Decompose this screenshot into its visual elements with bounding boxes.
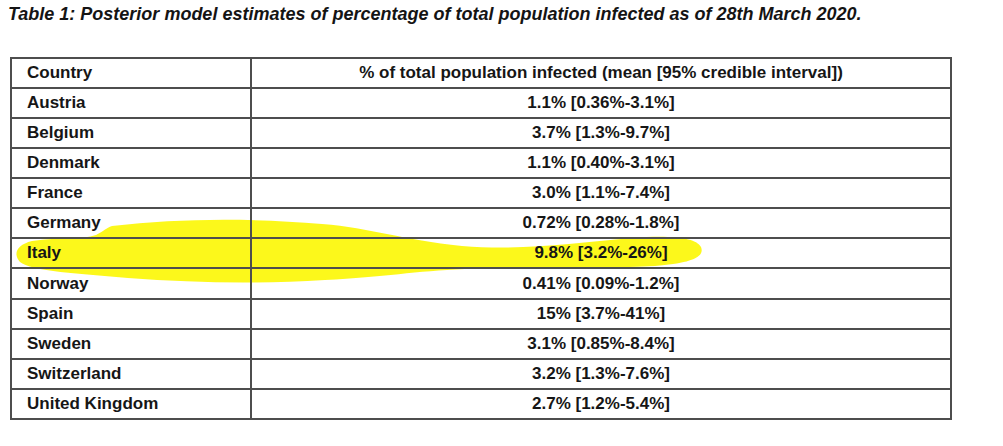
- country-cell: Germany: [11, 208, 251, 238]
- country-cell: Austria: [11, 88, 251, 118]
- table-caption: Table 1: Posterior model estimates of pe…: [8, 4, 862, 25]
- country-cell: Spain: [11, 299, 251, 329]
- country-cell: Belgium: [11, 118, 251, 148]
- value-cell: 9.8% [3.2%-26%]: [251, 238, 951, 268]
- table-row: Norway 0.41% [0.09%-1.2%]: [11, 268, 951, 298]
- header-value: % of total population infected (mean [95…: [251, 58, 951, 88]
- country-cell: United Kingdom: [11, 389, 251, 419]
- country-cell: France: [11, 178, 251, 208]
- value-cell: 1.1% [0.36%-3.1%]: [251, 88, 951, 118]
- value-cell: 3.1% [0.85%-8.4%]: [251, 329, 951, 359]
- table-row: Switzerland 3.2% [1.3%-7.6%]: [11, 359, 951, 389]
- country-cell: Denmark: [11, 148, 251, 178]
- country-cell: Norway: [11, 268, 251, 298]
- header-country: Country: [11, 58, 251, 88]
- value-cell: 3.7% [1.3%-9.7%]: [251, 118, 951, 148]
- value-cell: 2.7% [1.2%-5.4%]: [251, 389, 951, 419]
- table-row: Belgium 3.7% [1.3%-9.7%]: [11, 118, 951, 148]
- table-row: Germany 0.72% [0.28%-1.8%]: [11, 208, 951, 238]
- value-cell: 3.0% [1.1%-7.4%]: [251, 178, 951, 208]
- table-row: Spain 15% [3.7%-41%]: [11, 299, 951, 329]
- country-cell: Switzerland: [11, 359, 251, 389]
- value-cell: 1.1% [0.40%-3.1%]: [251, 148, 951, 178]
- table-row: United Kingdom 2.7% [1.2%-5.4%]: [11, 389, 951, 419]
- table-row: France 3.0% [1.1%-7.4%]: [11, 178, 951, 208]
- country-cell: Italy: [11, 238, 251, 268]
- value-cell: 15% [3.7%-41%]: [251, 299, 951, 329]
- table-row: Denmark 1.1% [0.40%-3.1%]: [11, 148, 951, 178]
- table-row: Austria 1.1% [0.36%-3.1%]: [11, 88, 951, 118]
- value-cell: 0.72% [0.28%-1.8%]: [251, 208, 951, 238]
- value-cell: 0.41% [0.09%-1.2%]: [251, 268, 951, 298]
- estimates-table: Country % of total population infected (…: [10, 57, 952, 420]
- value-cell: 3.2% [1.3%-7.6%]: [251, 359, 951, 389]
- header-row: Country % of total population infected (…: [11, 58, 951, 88]
- country-cell: Sweden: [11, 329, 251, 359]
- table-row-highlighted: Italy 9.8% [3.2%-26%]: [11, 238, 951, 268]
- table-row: Sweden 3.1% [0.85%-8.4%]: [11, 329, 951, 359]
